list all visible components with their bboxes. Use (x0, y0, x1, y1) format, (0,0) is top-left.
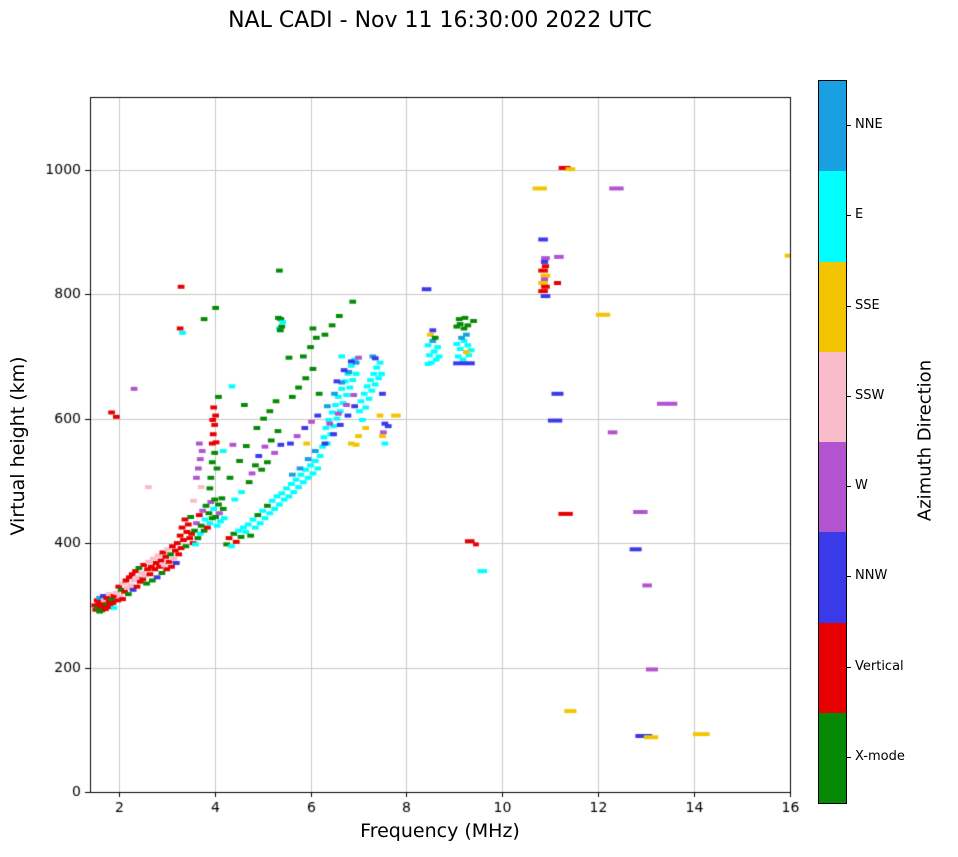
colorbar (818, 80, 847, 804)
colorbar-segment-sse (819, 261, 846, 352)
colorbar-segment-w (819, 442, 846, 533)
colorbar-label-nne: NNE (855, 117, 883, 132)
colorbar-segment-nne (819, 81, 846, 172)
colorbar-tick (847, 306, 851, 307)
colorbar-label-ssw: SSW (855, 388, 885, 403)
colorbar-tick (847, 757, 851, 758)
colorbar-tick (847, 576, 851, 577)
colorbar-tick (847, 215, 851, 216)
colorbar-title: Azimuth Direction (914, 359, 936, 522)
y-axis-label: Virtual height (km) (7, 356, 29, 536)
colorbar-label-w: W (855, 478, 868, 493)
colorbar-label-e: E (855, 207, 864, 222)
colorbar-segment-vertical (819, 622, 846, 713)
x-axis-label: Frequency (MHz) (360, 820, 520, 842)
colorbar-segment-nnw (819, 532, 846, 623)
colorbar-label-x-mode: X-mode (855, 749, 905, 764)
colorbar-label-nnw: NNW (855, 568, 888, 583)
colorbar-label-sse: SSE (855, 298, 880, 313)
colorbar-tick (847, 486, 851, 487)
colorbar-segment-ssw (819, 351, 846, 442)
colorbar-segment-x-mode (819, 712, 846, 803)
colorbar-segment-e (819, 171, 846, 262)
colorbar-tick (847, 667, 851, 668)
colorbar-tick (847, 125, 851, 126)
colorbar-label-vertical: Vertical (855, 659, 904, 674)
colorbar-tick (847, 396, 851, 397)
